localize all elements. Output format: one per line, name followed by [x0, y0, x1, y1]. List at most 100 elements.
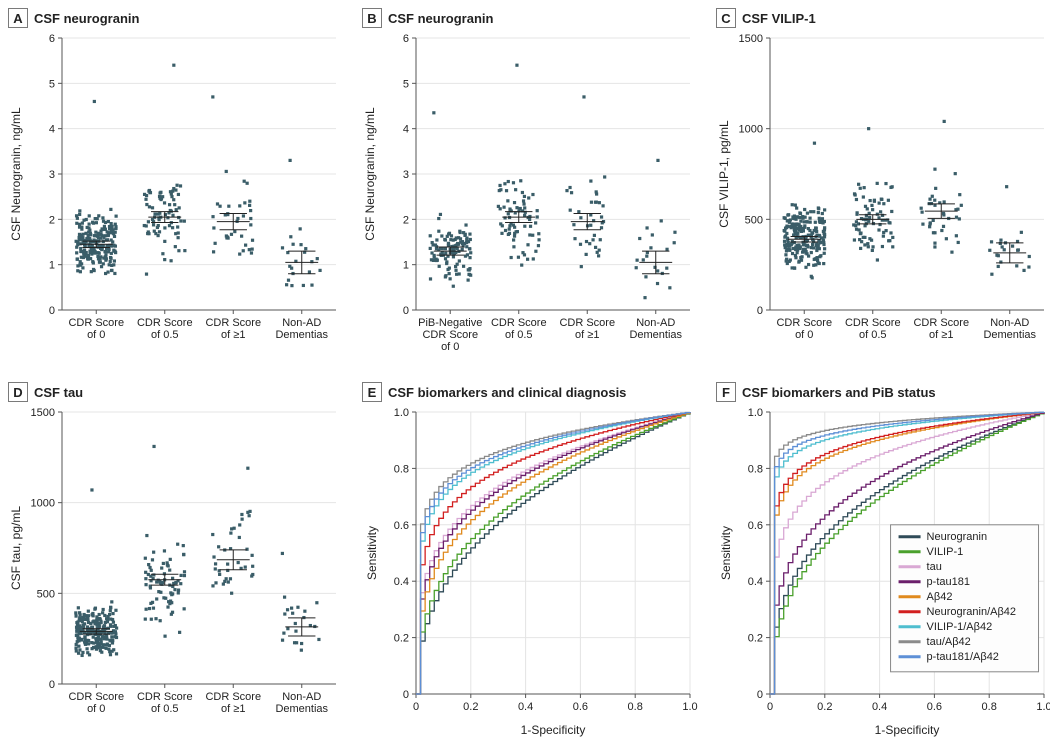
svg-text:1.0: 1.0	[394, 407, 409, 419]
panel-E: ECSF biomarkers and clinical diagnosis00…	[354, 374, 708, 748]
svg-text:of ≥1: of ≥1	[221, 329, 245, 341]
svg-text:4: 4	[403, 124, 409, 136]
panel-chart: 0123456CSF Neurogranin, ng/mLPiB-Negativ…	[358, 30, 700, 370]
panel-title: B CSF neurogranin	[362, 8, 700, 28]
svg-text:3: 3	[403, 169, 409, 181]
svg-text:0.6: 0.6	[927, 701, 942, 713]
svg-text:of 0.5: of 0.5	[151, 703, 179, 715]
panel-name: CSF biomarkers and PiB status	[742, 385, 936, 400]
panel-title: ACSF neurogranin	[8, 8, 346, 28]
panel-letter: C	[716, 8, 736, 28]
svg-text:Non-AD: Non-AD	[990, 317, 1029, 329]
panel-name: CSF neurogranin	[34, 11, 139, 26]
svg-text:of 0: of 0	[441, 341, 459, 353]
svg-text:1500: 1500	[31, 407, 55, 419]
svg-text:Dementias: Dementias	[275, 703, 328, 715]
svg-text:0.6: 0.6	[573, 701, 588, 713]
panel-chart: 000.20.20.40.40.60.60.80.81.01.01-Specif…	[712, 404, 1050, 744]
svg-text:0.2: 0.2	[463, 701, 478, 713]
svg-text:Non-AD: Non-AD	[636, 317, 675, 329]
svg-text:CDR Score: CDR Score	[913, 317, 969, 329]
panel-title: ECSF biomarkers and clinical diagnosis	[362, 382, 700, 402]
svg-text:6: 6	[403, 33, 409, 45]
svg-text:6: 6	[49, 33, 55, 45]
panel-chart: 0123456CSF Neurogranin, ng/mLCDR Scoreof…	[4, 30, 346, 370]
panel-grid: ACSF neurogranin 0 1 2 3 4 5 6 CSF Neurogranin, …	[0, 0, 1050, 730]
svg-text:0.4: 0.4	[518, 701, 533, 713]
svg-text:3: 3	[49, 169, 55, 181]
svg-text:5: 5	[49, 78, 55, 90]
svg-text:CDR Score: CDR Score	[845, 317, 901, 329]
svg-text:Non-AD: Non-AD	[282, 317, 321, 329]
svg-text:p-tau181/Aβ42: p-tau181/Aβ42	[927, 651, 999, 663]
panel-name: CSF tau	[34, 385, 83, 400]
panel-B: BCSF neurogranin0123456CSF Neurogranin, …	[354, 0, 708, 374]
svg-text:CDR Score: CDR Score	[137, 317, 193, 329]
svg-text:500: 500	[745, 214, 763, 226]
panel-title: FCSF biomarkers and PiB status	[716, 382, 1050, 402]
svg-text:of 0.5: of 0.5	[859, 329, 887, 341]
svg-text:0.8: 0.8	[982, 701, 997, 713]
svg-text:0.6: 0.6	[748, 520, 763, 532]
svg-text:of 0: of 0	[87, 703, 105, 715]
svg-text:CDR Score: CDR Score	[776, 317, 832, 329]
panel-A: ACSF neurogranin0123456CSF Neurogranin, …	[0, 0, 354, 374]
svg-text:of 0.5: of 0.5	[505, 329, 533, 341]
panel-name: CSF VILIP-1	[742, 11, 816, 26]
svg-text:of ≥1: of ≥1	[221, 703, 245, 715]
panel-chart: 000.20.20.40.40.60.60.80.81.01.01-Specif…	[358, 404, 700, 744]
svg-text:Aβ42: Aβ42	[927, 591, 953, 603]
svg-text:0.4: 0.4	[394, 576, 409, 588]
svg-text:1: 1	[49, 260, 55, 272]
svg-text:Dementias: Dementias	[629, 329, 682, 341]
svg-text:PiB-Negative: PiB-Negative	[418, 317, 482, 329]
svg-text:tau/Aβ42: tau/Aβ42	[927, 636, 971, 648]
svg-text:VILIP-1: VILIP-1	[927, 546, 964, 558]
panel-letter: B	[362, 8, 382, 28]
svg-text:Dementias: Dementias	[983, 329, 1036, 341]
panel-name: CSF neurogranin	[388, 11, 493, 26]
svg-text:0: 0	[49, 679, 55, 691]
panel-title: D CSF tau	[8, 382, 346, 402]
svg-text:of ≥1: of ≥1	[575, 329, 599, 341]
svg-text:0: 0	[403, 689, 409, 701]
svg-text:0: 0	[403, 305, 409, 317]
svg-text:1-Specificity: 1-Specificity	[521, 723, 586, 737]
svg-text:CSF Neurogranin, ng/mL: CSF Neurogranin, ng/mL	[363, 107, 377, 241]
svg-text:2: 2	[403, 214, 409, 226]
svg-text:CDR Score: CDR Score	[68, 317, 124, 329]
panel-letter: D	[8, 382, 28, 402]
svg-text:1: 1	[403, 260, 409, 272]
svg-text:CSF VILIP-1, pg/mL: CSF VILIP-1, pg/mL	[717, 120, 731, 228]
svg-text:CSF Neurogranin, ng/mL: CSF Neurogranin, ng/mL	[9, 107, 23, 241]
svg-text:CSF tau, pg/mL: CSF tau, pg/mL	[9, 506, 23, 590]
svg-text:0: 0	[767, 701, 773, 713]
svg-text:of ≥1: of ≥1	[929, 329, 953, 341]
svg-text:of 0: of 0	[87, 329, 105, 341]
svg-text:CDR Score: CDR Score	[205, 317, 261, 329]
svg-text:0.6: 0.6	[394, 520, 409, 532]
svg-text:of 0: of 0	[795, 329, 813, 341]
panel-F: FCSF biomarkers and PiB status000.20.20.…	[708, 374, 1050, 748]
svg-text:VILIP-1/Aβ42: VILIP-1/Aβ42	[927, 621, 993, 633]
svg-text:2: 2	[49, 214, 55, 226]
svg-text:1000: 1000	[31, 498, 55, 510]
svg-text:0: 0	[757, 305, 763, 317]
panel-chart: 050010001500CSF VILIP-1, pg/mLCDR Scoreo…	[712, 30, 1050, 370]
svg-text:Sensitivity: Sensitivity	[365, 526, 379, 580]
svg-text:CDR Score: CDR Score	[205, 691, 261, 703]
svg-text:CDR Score: CDR Score	[559, 317, 615, 329]
svg-text:Neurogranin/Aβ42: Neurogranin/Aβ42	[927, 606, 1017, 618]
svg-text:Sensitivity: Sensitivity	[719, 526, 733, 580]
svg-text:of 0.5: of 0.5	[151, 329, 179, 341]
svg-text:0: 0	[413, 701, 419, 713]
panel-D: DCSF tau050010001500CSF tau, pg/mLCDR Sc…	[0, 374, 354, 748]
svg-text:1.0: 1.0	[1036, 701, 1050, 713]
panel-letter: E	[362, 382, 382, 402]
svg-text:0.8: 0.8	[748, 463, 763, 475]
svg-text:0: 0	[757, 689, 763, 701]
svg-text:1500: 1500	[739, 33, 763, 45]
svg-text:0.4: 0.4	[748, 576, 763, 588]
svg-text:Non-AD: Non-AD	[282, 691, 321, 703]
panel-title: C CSF VILIP-1	[716, 8, 1050, 28]
